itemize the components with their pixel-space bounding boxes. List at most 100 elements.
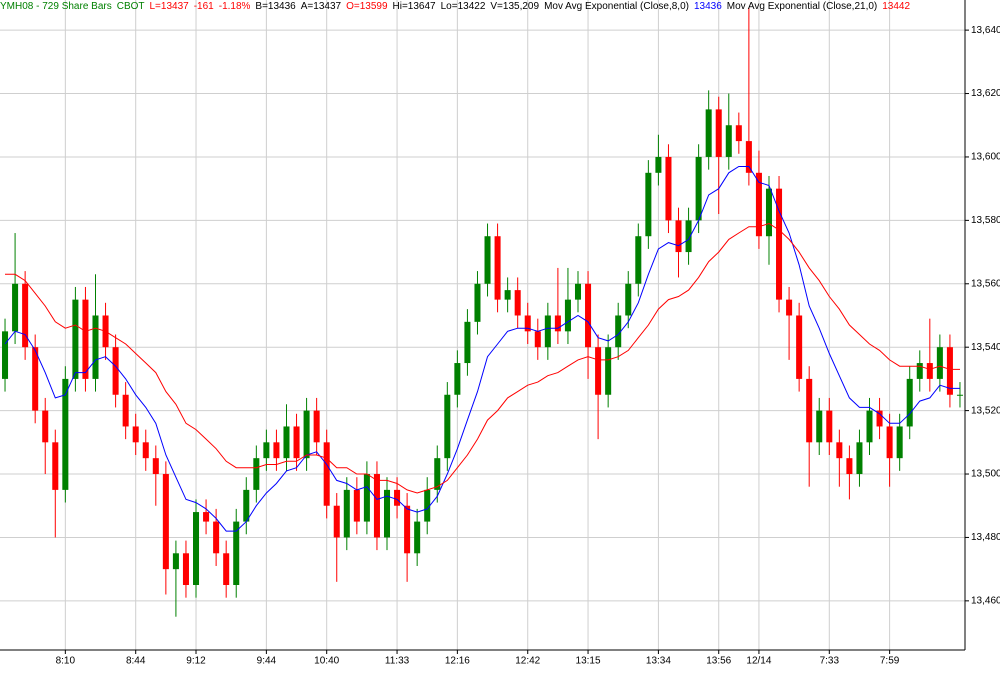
x-tick-label: 8:10 xyxy=(56,656,76,667)
candle-body xyxy=(846,458,853,475)
x-tick-label: 7:59 xyxy=(880,656,900,667)
x-tick-label: 12/14 xyxy=(746,656,771,667)
candle-body xyxy=(725,125,732,157)
candle-body xyxy=(444,394,451,459)
x-tick-label: 11:33 xyxy=(385,656,410,667)
candle-body xyxy=(816,410,823,443)
x-tick-label: 7:33 xyxy=(820,656,840,667)
candle-body xyxy=(564,299,571,332)
candle-body xyxy=(333,505,340,538)
candle-body xyxy=(926,363,933,379)
candle-body xyxy=(2,331,9,379)
candle-body xyxy=(454,363,461,395)
candle-body xyxy=(12,283,19,332)
candle-body xyxy=(494,236,501,300)
candle-body xyxy=(323,442,330,506)
info-item: L=13437 xyxy=(150,1,190,12)
y-tick-label: 13,460 xyxy=(971,595,1000,606)
candle-body xyxy=(946,347,953,395)
x-tick-label: 13:56 xyxy=(706,656,731,667)
y-tick-label: 13,620 xyxy=(971,88,1000,99)
candle-body xyxy=(615,315,622,348)
candle-body xyxy=(414,521,421,554)
x-tick-label: 10:40 xyxy=(314,656,339,667)
moving-average-line xyxy=(4,166,960,532)
candle-body xyxy=(253,458,260,490)
candle-body xyxy=(796,315,803,379)
candle-body xyxy=(896,426,903,459)
candle-body xyxy=(675,220,682,253)
candle-body xyxy=(434,458,441,490)
candle-body xyxy=(735,125,742,142)
candle-body xyxy=(353,489,360,522)
candle-body xyxy=(283,426,290,459)
candle-body xyxy=(92,315,99,379)
candle-body xyxy=(243,489,250,522)
info-item: Mov Avg Exponential (Close,21,0) xyxy=(727,1,877,12)
y-tick-label: 13,600 xyxy=(971,152,1000,163)
candle-body xyxy=(162,474,169,570)
candle-body xyxy=(886,426,893,459)
candle-body xyxy=(22,283,29,348)
x-tick-label: 13:15 xyxy=(576,656,601,667)
moving-average-line xyxy=(5,222,960,494)
candle-body xyxy=(172,553,179,570)
candle-body xyxy=(554,315,561,332)
candle-body xyxy=(936,347,943,379)
candle-body xyxy=(233,521,240,585)
candle-body xyxy=(293,426,300,459)
candle-body xyxy=(645,172,652,237)
x-tick-label: 8:44 xyxy=(126,656,146,667)
candle-body xyxy=(585,283,592,348)
candle-body xyxy=(394,489,401,506)
candle-body xyxy=(42,410,49,443)
candle-body xyxy=(826,410,833,443)
candle-body xyxy=(574,283,582,300)
info-item: CBOT xyxy=(117,1,145,12)
info-item: V=135,209 xyxy=(490,1,539,12)
candle-body xyxy=(363,474,370,522)
y-tick-label: 13,540 xyxy=(971,342,1000,353)
candle-body xyxy=(213,521,220,554)
y-tick-label: 13,520 xyxy=(971,405,1000,416)
x-tick-label: 9:44 xyxy=(257,656,277,667)
candle-body xyxy=(62,378,69,490)
candle-body xyxy=(52,442,59,490)
candle-body xyxy=(544,315,551,348)
plot xyxy=(2,7,963,617)
candle-body xyxy=(424,489,431,522)
info-item: Hi=13647 xyxy=(393,1,437,12)
candle-body xyxy=(404,505,411,554)
info-item: 13436 xyxy=(694,1,722,12)
candle-body xyxy=(755,172,762,237)
candle-body xyxy=(836,442,843,459)
candle-body xyxy=(273,442,280,459)
candle-body xyxy=(866,410,873,443)
info-item: YMH08 - 729 Share Bars xyxy=(0,1,112,12)
candle-body xyxy=(695,156,702,221)
candle-body xyxy=(182,553,189,585)
candle-body xyxy=(776,188,783,300)
x-tick-label: 12:42 xyxy=(515,656,540,667)
candle-body xyxy=(876,410,883,427)
candle-body xyxy=(524,315,531,332)
info-item: -1.18% xyxy=(219,1,251,12)
y-tick-label: 13,560 xyxy=(971,278,1000,289)
candle-body xyxy=(605,347,612,395)
candle-body xyxy=(655,156,662,173)
y-tick-label: 13,480 xyxy=(971,532,1000,543)
candle-body xyxy=(765,188,772,237)
candle-body xyxy=(534,331,541,348)
info-item: 13442 xyxy=(882,1,910,12)
candle-body xyxy=(786,299,793,316)
candle-body xyxy=(705,109,712,157)
candle-body xyxy=(856,442,863,475)
candle-body xyxy=(715,109,722,157)
x-tick-label: 9:12 xyxy=(186,656,206,667)
y-tick-label: 13,580 xyxy=(971,215,1000,226)
candle-body xyxy=(122,394,129,427)
y-tick-label: 13,640 xyxy=(971,25,1000,36)
candle-body xyxy=(82,299,89,379)
candle-body xyxy=(32,347,39,411)
